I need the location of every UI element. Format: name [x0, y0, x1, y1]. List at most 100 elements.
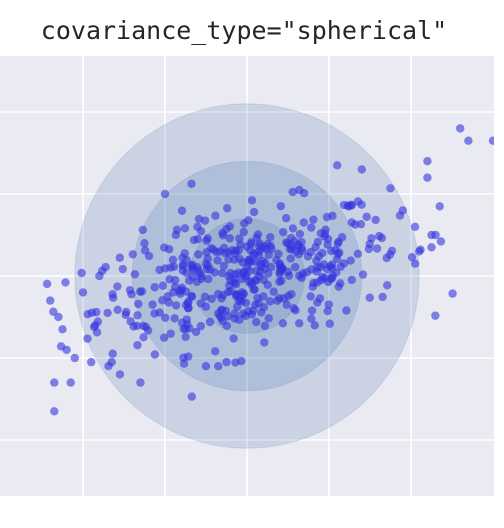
data-point-272: [346, 256, 355, 265]
data-point-72: [177, 206, 187, 215]
data-point-21: [229, 334, 238, 343]
data-point-371: [155, 308, 164, 317]
data-point-24: [113, 282, 122, 291]
data-point-456: [201, 259, 211, 268]
data-point-463: [292, 247, 301, 256]
data-point-375: [264, 314, 273, 323]
data-point-193: [279, 227, 288, 237]
data-point-436: [50, 407, 59, 416]
data-point-119: [339, 259, 349, 268]
data-point-440: [222, 357, 231, 367]
data-point-431: [107, 357, 116, 367]
data-point-386: [323, 265, 332, 274]
data-point-417: [171, 230, 181, 240]
data-point-28: [159, 333, 169, 342]
data-point-233: [244, 216, 253, 225]
data-point-59: [252, 317, 261, 327]
data-point-458: [193, 234, 202, 244]
data-point-385: [327, 273, 337, 283]
data-point-441: [333, 161, 342, 170]
data-point-336: [316, 229, 326, 238]
data-point-62: [353, 249, 363, 258]
data-point-348: [216, 313, 226, 323]
data-point-412: [178, 266, 187, 275]
data-point-362: [247, 277, 256, 286]
data-point-251: [133, 311, 142, 320]
data-point-461: [259, 292, 268, 301]
data-point-446: [427, 243, 436, 252]
data-point-263: [115, 253, 125, 262]
data-point-194: [288, 187, 297, 197]
data-point-306: [278, 319, 288, 328]
data-point-247: [251, 300, 260, 310]
data-point-121: [318, 248, 327, 258]
data-point-380: [211, 211, 220, 220]
data-point-316: [185, 324, 194, 333]
data-point-118: [291, 262, 300, 272]
data-point-152: [161, 264, 170, 273]
data-point-421: [54, 312, 63, 322]
data-point-61: [299, 218, 308, 227]
data-point-411: [334, 237, 343, 246]
data-point-334: [307, 223, 316, 232]
data-point-50: [205, 317, 215, 327]
data-point-103: [161, 313, 170, 323]
data-point-460: [275, 259, 284, 268]
data-point-237: [386, 184, 395, 193]
data-point-239: [171, 301, 181, 310]
chart-title: covariance_type="spherical": [40, 16, 448, 45]
plot-area: [0, 56, 494, 496]
data-point-374: [184, 276, 194, 285]
data-point-189: [179, 359, 189, 368]
data-point-369: [320, 273, 329, 283]
data-point-379: [323, 306, 332, 316]
data-point-434: [140, 239, 149, 248]
data-point-191: [137, 287, 147, 296]
data-point-196: [448, 289, 457, 298]
data-point-442: [357, 165, 366, 174]
data-point-425: [78, 288, 88, 297]
data-point-381: [230, 270, 240, 279]
data-point-444: [435, 202, 444, 211]
data-point-128: [282, 300, 292, 309]
data-point-186: [382, 281, 392, 290]
data-point-438: [201, 362, 211, 371]
data-point-410: [312, 267, 322, 276]
data-point-397: [246, 246, 255, 255]
data-point-424: [70, 353, 80, 363]
data-point-284: [183, 299, 193, 308]
data-point-387: [160, 243, 169, 252]
data-point-447: [415, 247, 424, 256]
data-point-364: [239, 289, 249, 298]
data-point-95: [200, 292, 210, 302]
data-point-287: [299, 189, 309, 198]
data-point-217: [308, 282, 317, 291]
data-point-429: [103, 308, 112, 318]
data-point-302: [122, 307, 131, 317]
data-point-298: [245, 255, 254, 264]
data-point-222: [362, 212, 371, 221]
data-point-7: [150, 283, 159, 292]
data-point-349: [335, 248, 344, 257]
data-point-280: [263, 239, 272, 249]
data-point-39: [358, 270, 368, 279]
data-point-279: [101, 262, 110, 272]
data-point-175: [42, 279, 52, 289]
data-point-454: [464, 136, 473, 145]
data-point-392: [306, 247, 315, 257]
data-point-267: [255, 259, 265, 269]
data-point-283: [260, 338, 269, 347]
data-point-396: [293, 240, 303, 249]
data-point-378: [309, 215, 318, 224]
data-point-339: [126, 317, 135, 326]
data-point-79: [407, 252, 417, 262]
data-point-300: [312, 256, 321, 265]
data-point-356: [243, 307, 253, 316]
data-point-325: [254, 247, 264, 256]
data-point-384: [353, 197, 363, 206]
data-point-382: [283, 267, 293, 276]
data-point-8: [191, 327, 201, 337]
data-point-101: [239, 227, 249, 237]
data-point-452: [423, 173, 432, 182]
data-point-122: [61, 278, 70, 287]
